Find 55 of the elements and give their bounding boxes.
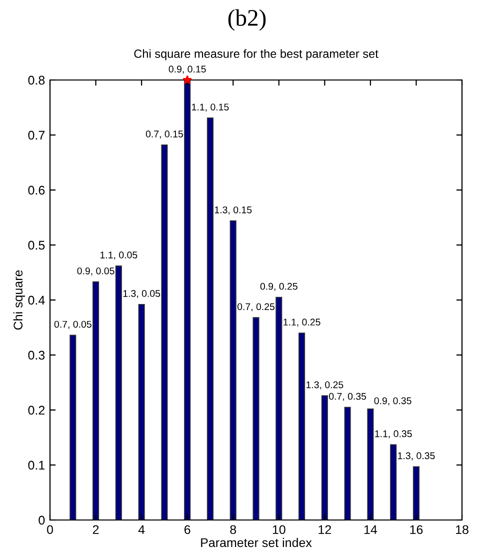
y-tick-label: 0.2 [28,406,45,415]
annotation: 1.3, 0.05 [123,290,160,298]
x-axis-title: Parameter set index [201,538,312,548]
x-tick-label: 6 [184,525,190,534]
annotation: 0.7, 0.25 [237,303,275,312]
annotation: 1.1, 0.35 [375,430,412,438]
annotation: 1.3, 0.25 [306,381,344,390]
annotation: 0.9, 0.25 [260,282,298,291]
x-tick-label: 2 [92,525,99,534]
y-tick-label: 0.3 [28,350,45,360]
annotation: 0.7, 0.15 [146,130,183,139]
bar [344,406,351,520]
y-tick-label: 0 [38,516,45,525]
bar [184,80,191,520]
x-tick-label: 8 [230,525,236,534]
bar [252,317,260,520]
chart-subtitle: Chi square measure for the best parameter set [134,49,378,60]
bar [321,395,328,520]
x-tick-label: 10 [272,525,286,534]
y-tick-label: 0.6 [28,186,45,195]
x-tick-label: 18 [456,525,468,534]
x-tick-label: 16 [410,525,423,534]
y-axis-title: Chi square [13,270,25,330]
x-tick-label: 4 [138,525,145,534]
bar [390,444,397,520]
y-tick-label: 0.1 [28,460,45,470]
bar [92,281,100,520]
bar [70,334,76,520]
bar [367,408,374,520]
annotation: 0.9, 0.15 [168,66,206,74]
annotation: 0.7, 0.35 [329,392,366,401]
annotation: 1.1, 0.05 [100,252,138,260]
y-tick-label: 0.7 [28,130,45,140]
bar [230,220,236,520]
y-tick-label: 0.4 [28,296,45,305]
chart-title: (b2) [228,9,266,31]
bar [206,118,214,520]
bar [412,466,420,520]
bar [298,332,306,520]
y-tick-label: 0.8 [28,76,45,85]
bar [276,296,282,520]
x-tick-label: 14 [364,525,378,534]
bar [138,304,145,520]
annotation: 0.9, 0.35 [374,397,412,406]
annotation: 0.7, 0.05 [54,320,92,329]
bar [161,144,168,520]
annotation: 1.3, 0.35 [398,452,435,460]
annotation: 0.9, 0.05 [77,267,114,276]
bar [115,265,122,520]
annotation: 1.1, 0.15 [192,104,229,112]
annotation: 1.1, 0.25 [284,318,320,327]
x-tick-label: 12 [318,525,331,534]
x-tick-label: 0 [47,525,53,534]
annotation: 1.3, 0.15 [214,206,252,214]
y-tick-label: 0.5 [28,240,45,250]
